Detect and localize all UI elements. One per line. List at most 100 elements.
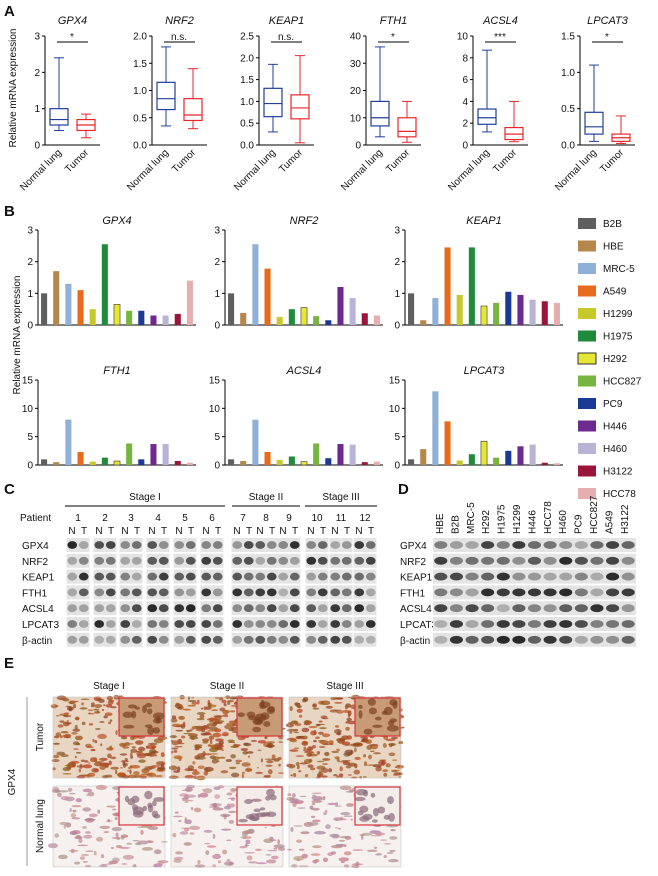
blot-band [434, 604, 448, 613]
tissue [352, 742, 363, 747]
tissue [213, 756, 220, 761]
tissue [117, 772, 127, 777]
cell [147, 804, 154, 813]
tissue [224, 724, 234, 730]
blot-band [185, 620, 196, 628]
tissue [370, 744, 379, 750]
legend-label: H292 [603, 354, 627, 365]
tissue [336, 737, 345, 742]
tissue [317, 772, 324, 777]
tissue [108, 721, 112, 725]
tissue [217, 860, 222, 864]
tissue [335, 843, 347, 847]
bar [553, 302, 560, 325]
bar [541, 301, 548, 325]
tissue [89, 813, 98, 818]
blot-band [449, 620, 463, 628]
tissue [178, 715, 185, 720]
tissue [137, 826, 145, 829]
blot-band [449, 556, 463, 565]
tissue [179, 831, 189, 835]
tissue [214, 697, 220, 699]
tissue [257, 749, 262, 752]
tissue [295, 755, 305, 757]
chart-title: KEAP1 [269, 15, 304, 27]
tissue [106, 747, 114, 751]
cell [387, 796, 394, 805]
blot-band [201, 541, 212, 549]
tissue [246, 751, 254, 754]
lane-label: N [95, 526, 102, 537]
tissue [193, 769, 198, 772]
blot-band [559, 556, 573, 565]
tissue [78, 768, 82, 773]
tissue [304, 720, 309, 725]
tissue [287, 722, 292, 724]
box [263, 87, 283, 118]
tissue [301, 853, 308, 859]
tissue [100, 743, 103, 747]
tissue [74, 724, 78, 730]
tissue [174, 811, 179, 814]
tissue [85, 773, 91, 778]
y-tick-label: 10 [457, 32, 469, 43]
tissue [255, 848, 262, 851]
blot-band [606, 604, 620, 613]
blot-band [330, 620, 341, 628]
tissue [323, 812, 327, 816]
blot-band [512, 556, 526, 565]
inset [119, 787, 164, 825]
tissue [296, 858, 300, 862]
tissue [95, 784, 108, 790]
y-tick-label: 15 [209, 376, 221, 387]
tissue [264, 827, 268, 829]
tissue [291, 864, 298, 868]
blot-band [621, 541, 635, 549]
blot-band [365, 620, 376, 628]
tissue [154, 754, 158, 757]
lane-label: HCC827 [589, 495, 600, 534]
y-tick-label: 1.5 [561, 32, 575, 43]
blot-band [481, 604, 495, 613]
blot-band [590, 556, 604, 565]
blot-band [212, 635, 223, 644]
x-tick-label: Normal lung [232, 147, 278, 193]
tissue [278, 741, 284, 743]
blot-band [317, 541, 328, 549]
blot-band [289, 572, 300, 581]
tissue [334, 729, 342, 734]
y-tick-label: 2 [462, 119, 468, 130]
tissue [300, 831, 310, 835]
tissue [336, 711, 344, 714]
tissue [382, 743, 387, 748]
bar [361, 313, 368, 325]
blot-band [365, 541, 376, 549]
cell [152, 712, 165, 720]
tissue [81, 853, 89, 857]
tissue [346, 803, 354, 807]
tissue [312, 794, 316, 798]
tissue [66, 720, 70, 722]
tissue [354, 747, 357, 753]
tissue [273, 847, 278, 850]
blot-band [105, 572, 116, 581]
blot-band [559, 604, 573, 613]
tissue [339, 785, 352, 791]
protein-label: NRF2 [400, 557, 427, 568]
tissue [53, 754, 60, 759]
tissue [185, 729, 193, 732]
blot-band [289, 635, 300, 644]
y-tick-label: 1 [214, 289, 220, 300]
legend-label: H3122 [603, 467, 633, 478]
tissue [255, 771, 264, 774]
blot-band [590, 588, 604, 597]
tissue [183, 732, 193, 735]
cell [371, 819, 378, 823]
lane-label: H446 [527, 510, 538, 534]
tissue [196, 699, 200, 705]
tissue [277, 839, 280, 844]
y-tick-label: 0 [27, 461, 33, 472]
blot-band [243, 572, 254, 581]
bar [252, 244, 259, 325]
blot-band [255, 541, 266, 549]
